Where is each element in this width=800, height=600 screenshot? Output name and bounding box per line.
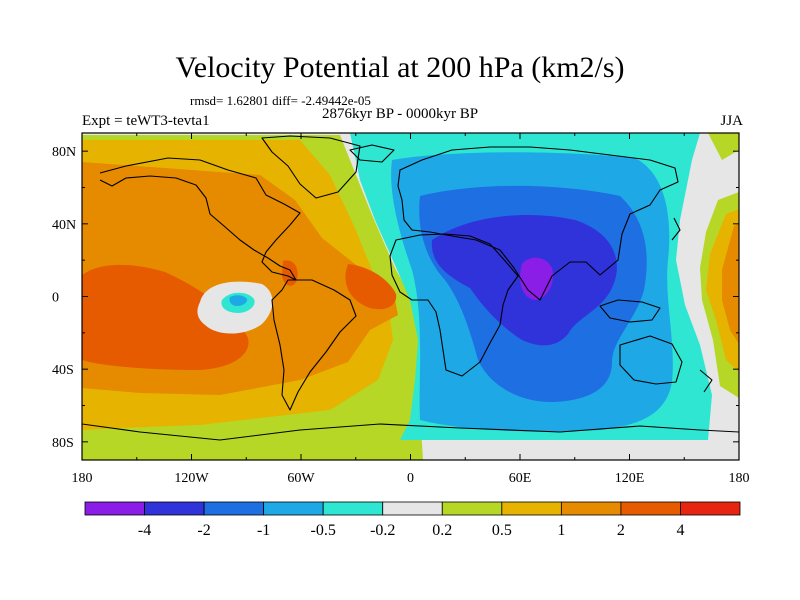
colorbar-swatch [680,501,741,516]
colorbar-swatch [84,501,145,516]
colorbar-label: -0.2 [370,522,395,539]
lon-tick-label: 0 [407,471,414,486]
colorbar [84,501,741,516]
lon-tick-label: 180 [72,471,93,486]
lat-tick-label: 80S [52,436,74,451]
lon-tick-label: 120E [615,471,645,486]
colorbar-label: 0.5 [492,522,512,539]
coastlines [82,135,739,441]
colorbar-label: 4 [676,522,684,539]
rmsd-diff-stats: rmsd= 1.62801 diff= -2.49442e-05 [190,93,371,108]
lat-tick-label: 40S [52,363,74,378]
longitude-axis-labels: 180 120W 60W 0 60E 120E 180 [72,471,750,486]
colorbar-label: 1 [557,522,565,539]
lat-tick-label: 0 [52,291,59,306]
colorbar-swatch [382,501,443,516]
season-label: JJA [720,113,743,129]
colorbar-labels: -4 -2 -1 -0.5 -0.2 0.2 0.5 1 2 4 [138,522,685,539]
colorbar-label: -4 [138,522,151,539]
lon-tick-label: 120W [174,471,209,486]
experiment-label: Expt = teWT3-tevta1 [82,113,210,129]
colorbar-label: -1 [257,522,270,539]
colorbar-swatch [144,501,205,516]
chart-title: Velocity Potential at 200 hPa (km2/s) [175,51,625,84]
lon-tick-label: 60W [287,471,315,486]
lon-tick-label: 180 [729,471,750,486]
colorbar-label: 2 [617,522,625,539]
lat-tick-label: 80N [52,145,76,160]
colorbar-swatch [560,501,622,516]
lon-tick-label: 60E [509,471,532,486]
contour-field [82,133,739,460]
colorbar-swatch [263,501,324,516]
colorbar-swatch [620,501,681,516]
period-subtitle: 2876kyr BP - 0000kyr BP [322,106,479,122]
colorbar-swatch [322,501,384,516]
colorbar-label: -0.5 [311,522,336,539]
colorbar-label: 0.2 [432,522,452,539]
colorbar-swatch [501,501,562,516]
axis-ticks [81,133,740,460]
colorbar-swatch [203,501,265,516]
colorbar-swatch [441,501,503,516]
latitude-axis-labels: 80N 40N 0 40S 80S [52,145,76,451]
colorbar-label: -2 [197,522,210,539]
lat-tick-label: 40N [52,218,76,233]
